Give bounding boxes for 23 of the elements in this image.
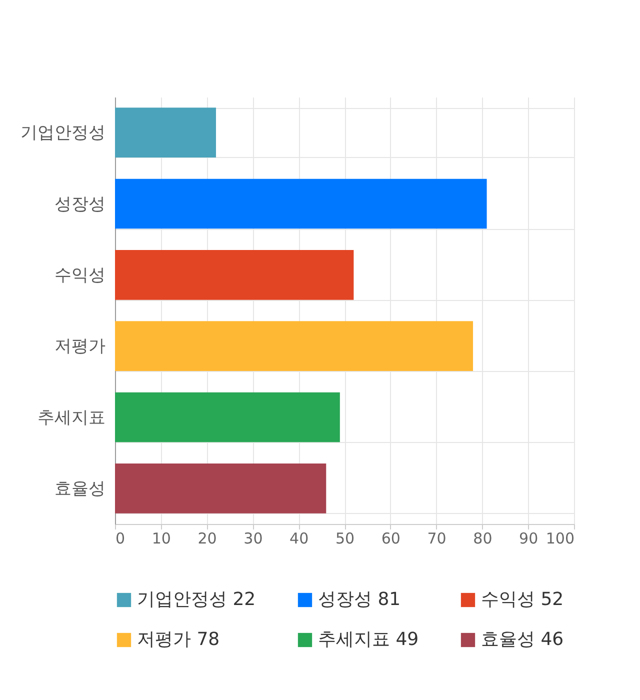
x-tick-label: 100 bbox=[546, 530, 574, 548]
y-tick-label: 저평가 bbox=[54, 336, 106, 357]
x-tick-label: 30 bbox=[244, 530, 263, 548]
legend-label: 효율성 46 bbox=[481, 629, 564, 650]
legend-label: 저평가 78 bbox=[137, 629, 220, 650]
x-tick-label: 10 bbox=[152, 530, 171, 548]
x-tick-label: 20 bbox=[198, 530, 217, 548]
y-tick-label: 성장성 bbox=[54, 194, 106, 214]
y-tick-label: 효율성 bbox=[54, 478, 106, 499]
legend-label: 기업안정성 22 bbox=[137, 589, 256, 610]
x-tick-label: 40 bbox=[290, 530, 309, 548]
legend-label: 수익성 52 bbox=[481, 589, 564, 610]
x-tick-label: 60 bbox=[381, 530, 400, 548]
legend-label: 추세지표 49 bbox=[318, 629, 419, 650]
x-tick-label: 70 bbox=[427, 530, 446, 548]
y-tick-label: 기업안정성 bbox=[20, 123, 106, 144]
x-tick-label: 90 bbox=[519, 530, 538, 548]
y-tick-label: 추세지표 bbox=[38, 408, 106, 428]
x-tick-label: 80 bbox=[473, 530, 492, 548]
x-tick-label: 50 bbox=[335, 530, 355, 548]
y-tick-label: 수익성 bbox=[54, 265, 106, 286]
legend-label: 성장성 81 bbox=[318, 589, 401, 610]
x-tick-label: 0 bbox=[116, 530, 126, 548]
